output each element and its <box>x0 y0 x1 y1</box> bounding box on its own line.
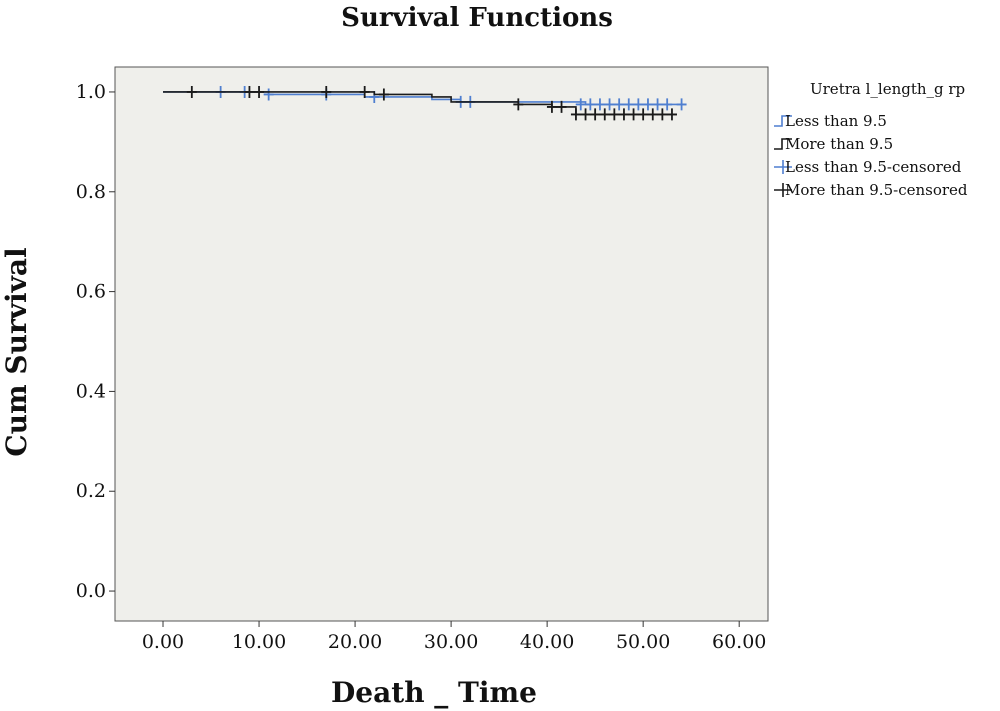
censor-mark <box>594 98 605 111</box>
y-tick-label: 0.8 <box>76 181 106 203</box>
censor-mark <box>628 108 639 121</box>
censor-mark <box>321 85 332 98</box>
y-tick-label: 0.6 <box>76 281 106 303</box>
censor-mark <box>580 108 591 121</box>
censor-mark <box>657 108 668 121</box>
censor-mark <box>186 85 197 98</box>
censor-mark <box>609 108 620 121</box>
x-tick-label: 10.00 <box>232 631 286 653</box>
y-axis-title: Cum Survival <box>0 247 33 456</box>
legend-title: Uretra l_length_g rp <box>810 80 965 98</box>
censor-mark <box>556 100 567 113</box>
censor-mark <box>546 100 557 113</box>
censor-mark <box>642 98 653 111</box>
legend-label: More than 9.5-censored <box>785 181 968 199</box>
censor-mark <box>599 108 610 121</box>
legend-label: Less than 9.5-censored <box>785 158 962 176</box>
censor-mark <box>647 108 658 121</box>
censor-mark <box>590 108 601 121</box>
legend-entry: More than 9.5-censored <box>774 181 968 199</box>
x-tick-label: 50.00 <box>616 631 670 653</box>
censor-mark <box>359 85 370 98</box>
y-tick-label: 0.0 <box>76 580 106 602</box>
legend-entry: More than 9.5 <box>774 135 893 153</box>
legend-step-symbol <box>774 138 792 150</box>
censor-mark <box>244 85 255 98</box>
y-tick-label: 0.4 <box>76 380 106 402</box>
x-axis: 0.00 10.00 20.00 30.00 40.00 50.00 60.00 <box>142 621 766 653</box>
legend-censor-symbol <box>774 183 792 197</box>
x-tick-label: 30.00 <box>424 631 478 653</box>
censor-mark <box>676 98 687 111</box>
y-axis: 0.0 0.2 0.4 0.6 0.8 1.0 <box>76 81 115 602</box>
legend-step-symbol <box>774 115 792 127</box>
censor-mark <box>378 88 389 101</box>
censor-mark <box>638 108 649 121</box>
legend-censor-symbol <box>774 160 792 174</box>
censor-mark <box>513 98 524 111</box>
y-tick-label: 1.0 <box>76 81 106 103</box>
censor-mark <box>585 98 596 111</box>
x-tick-label: 20.00 <box>328 631 382 653</box>
censor-mark <box>614 98 625 111</box>
legend-entry: Less than 9.5-censored <box>774 158 962 176</box>
plot-area <box>114 66 769 622</box>
x-tick-label: 40.00 <box>520 631 574 653</box>
censor-mark <box>618 108 629 121</box>
censor-mark <box>666 108 677 121</box>
x-tick-label: 0.00 <box>142 631 184 653</box>
censor-mark <box>633 98 644 111</box>
censor-mark <box>623 98 634 111</box>
censor-mark <box>254 85 265 98</box>
chart-title: Survival Functions <box>341 3 613 33</box>
censor-mark <box>604 98 615 111</box>
series-more-than-9-5 <box>163 85 677 121</box>
y-tick-label: 0.2 <box>76 480 106 502</box>
x-tick-label: 60.00 <box>712 631 766 653</box>
legend-label: More than 9.5 <box>785 135 893 153</box>
legend: Uretra l_length_g rp Less than 9.5 More t… <box>774 80 968 199</box>
censor-mark <box>575 98 586 111</box>
censor-mark <box>570 108 581 121</box>
censor-mark <box>662 98 673 111</box>
x-axis-title: Death _ Time <box>331 676 537 709</box>
censor-mark <box>263 88 274 101</box>
legend-label: Less than 9.5 <box>785 112 887 130</box>
legend-entry: Less than 9.5 <box>774 112 887 130</box>
censor-mark <box>652 98 663 111</box>
series-layer <box>163 85 687 121</box>
